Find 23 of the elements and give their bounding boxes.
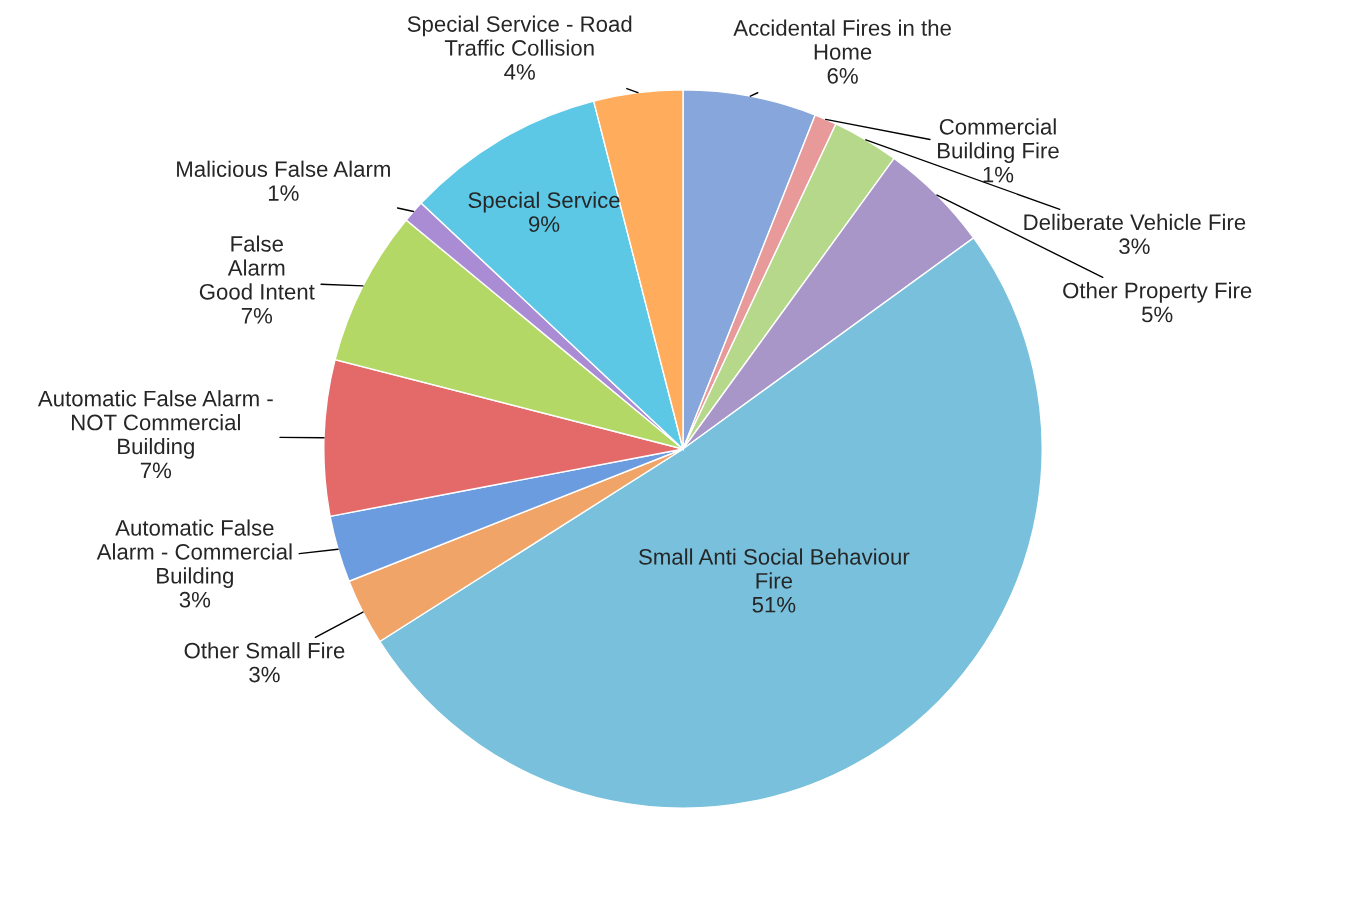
slice-label: Deliberate Vehicle Fire — [1024, 213, 1246, 231]
data-label: 5% — [1141, 306, 1173, 323]
slice-label: Special Service - Road Traffic Collision — [407, 15, 632, 56]
slice-label: Automatic False Alarm - NOT Commercial Building — [37, 390, 273, 459]
data-label: 7% — [140, 462, 172, 479]
slice-label: False Alarm Good Intent — [199, 235, 315, 300]
data-label: 3% — [1119, 238, 1150, 255]
data-label: 3% — [179, 591, 211, 608]
data-label: 9% — [529, 216, 560, 232]
data-label: 1% — [983, 166, 1014, 183]
data-label: 6% — [827, 67, 858, 84]
data-label: 51% — [752, 596, 796, 613]
slice-label: Automatic False Alarm - Commercial Building — [96, 519, 292, 588]
slice-label: Accidental Fires in the Home — [733, 19, 951, 60]
data-label: 7% — [241, 307, 273, 324]
slice-label: Malicious False Alarm — [177, 160, 390, 177]
slice-label: Other Property Fire — [1063, 282, 1252, 303]
slice-label: Small Anti Social Behaviour Fire — [639, 548, 910, 589]
slice-label: Commercial Building Fire — [938, 118, 1059, 163]
data-label: 1% — [268, 185, 299, 201]
slice-label: Other Small Fire — [184, 642, 345, 659]
data-label: 4% — [504, 64, 535, 80]
data-label: 3% — [249, 666, 280, 683]
